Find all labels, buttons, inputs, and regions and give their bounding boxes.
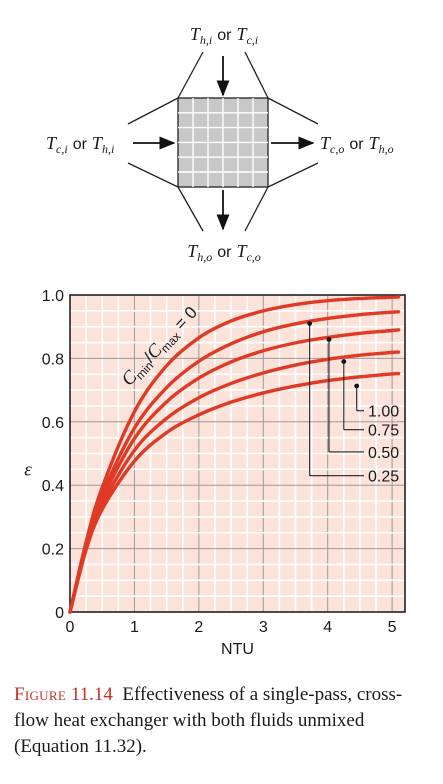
callouts: 1.00 0.75 0.50 0.25 xyxy=(307,321,399,486)
figure-number: 11.14 xyxy=(70,684,113,705)
x-tick-label: 2 xyxy=(194,619,203,636)
grid xyxy=(70,295,405,612)
header-line xyxy=(244,51,269,99)
header-line xyxy=(267,162,319,188)
header-line xyxy=(244,186,269,232)
top-temperature-label: Th,i or Tc,i xyxy=(190,24,258,47)
x-tick-label: 1 xyxy=(130,619,139,636)
figure-label: Figure xyxy=(14,684,67,705)
header-line xyxy=(127,162,179,188)
header-line xyxy=(177,186,204,232)
figure-caption: Figure 11.14 Effectiveness of a single-p… xyxy=(14,682,434,760)
caption-text: Effectiveness of a single-pass, cross-fl… xyxy=(14,684,403,757)
callout-label: 0.25 xyxy=(368,469,399,486)
bottom-temperature-label: Th,o or Tc,o xyxy=(187,241,261,264)
y-tick-label: 1.0 xyxy=(42,288,64,305)
cross-flow-schematic xyxy=(127,51,319,232)
y-tick-label: 0.2 xyxy=(42,542,64,559)
series-line-0-75 xyxy=(68,350,401,614)
series-line-1-00 xyxy=(68,371,401,614)
x-axis-label: NTU xyxy=(221,641,254,658)
series-line-0-50 xyxy=(68,328,401,614)
left-temperature-label: Tc,i or Th,i xyxy=(46,133,114,156)
callout-label: 1.00 xyxy=(368,404,399,421)
y-tick-label: 0.6 xyxy=(42,415,64,432)
header-line xyxy=(267,97,319,125)
series-line-0 xyxy=(68,295,401,614)
x-tick-label: 3 xyxy=(259,619,268,636)
header-line xyxy=(127,97,179,125)
plot-frame xyxy=(69,294,406,613)
y-axis-label: ε xyxy=(24,460,32,481)
callout-label: 0.75 xyxy=(368,423,399,440)
y-tick-label: 0.4 xyxy=(42,478,64,495)
y-tick-label: 0 xyxy=(55,605,64,622)
figure: Th,i or Tc,i Tc,i or Th,i Tc,o or Th,o Th,o or T… xyxy=(24,24,406,658)
header-line xyxy=(177,51,204,99)
callout-label: 0.50 xyxy=(368,445,399,462)
core-grid xyxy=(178,98,268,187)
x-tick-label: 0 xyxy=(66,619,75,636)
y-tick-label: 0.8 xyxy=(42,351,64,368)
right-temperature-label: Tc,o or Th,o xyxy=(320,133,394,156)
tick-labels: 0 1 2 3 4 5 0 0.2 0.4 0.6 0.8 1.0 xyxy=(42,288,397,636)
x-tick-label: 4 xyxy=(323,619,332,636)
x-tick-label: 5 xyxy=(388,619,397,636)
series-lines xyxy=(68,295,401,614)
effectiveness-chart: 1.000.750.500.25 0 1 2 3 4 500.20.40.60.81.0 … xyxy=(24,288,406,658)
series-line-0-25 xyxy=(68,310,401,614)
